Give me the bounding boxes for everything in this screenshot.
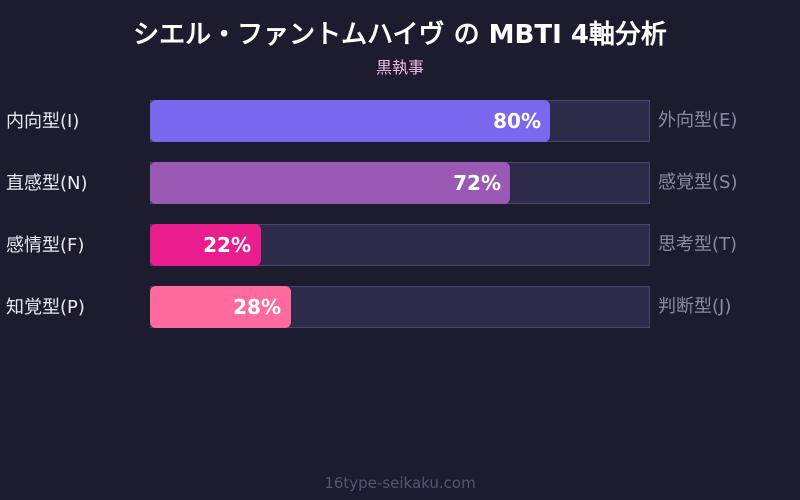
right-label: 外向型(E) <box>658 110 738 131</box>
chart-subtitle: 黒執事 <box>375 58 424 77</box>
right-label: 判断型(J) <box>658 296 732 317</box>
bar-fill <box>150 286 291 328</box>
bar-fill <box>150 224 261 266</box>
footer-watermark: 16type-seikaku.com <box>324 474 476 492</box>
left-label: 内向型(I) <box>6 111 80 132</box>
right-label: 感覚型(S) <box>658 172 738 193</box>
right-label: 思考型(T) <box>658 234 738 255</box>
left-label: 直感型(N) <box>6 173 88 194</box>
left-label: 知覚型(P) <box>6 297 85 318</box>
bar-fill <box>150 100 550 142</box>
axis-row-ie: 内向型(I) 80% 外向型(E) <box>0 100 800 144</box>
chart-title: シエル・ファントムハイヴ の MBTI 4軸分析 <box>133 20 667 50</box>
percent-label: 80% <box>493 109 541 133</box>
left-label: 感情型(F) <box>6 235 85 256</box>
percent-label: 22% <box>203 233 251 257</box>
bar-fill <box>150 162 510 204</box>
axis-row-pj: 知覚型(P) 28% 判断型(J) <box>0 286 800 330</box>
axis-row-ft: 感情型(F) 22% 思考型(T) <box>0 224 800 268</box>
axis-row-ns: 直感型(N) 72% 感覚型(S) <box>0 162 800 206</box>
percent-label: 72% <box>453 171 501 195</box>
percent-label: 28% <box>233 295 281 319</box>
